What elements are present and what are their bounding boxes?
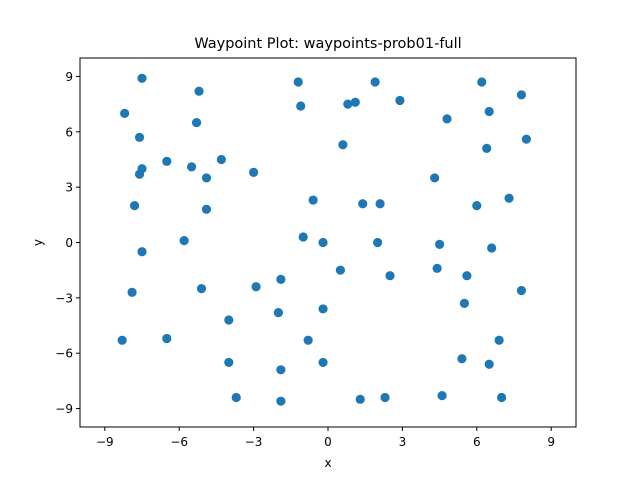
waypoint-marker bbox=[127, 287, 137, 297]
waypoint-marker bbox=[516, 285, 527, 296]
waypoint-marker bbox=[134, 132, 145, 142]
waypoint-marker bbox=[370, 77, 380, 87]
waypoint-marker bbox=[194, 86, 204, 96]
y-tick-label: −6 bbox=[55, 347, 73, 361]
waypoint-marker bbox=[487, 243, 497, 253]
waypoint-marker bbox=[216, 154, 226, 165]
waypoint-marker bbox=[117, 335, 127, 345]
waypoint-marker bbox=[373, 237, 383, 248]
waypoint-marker bbox=[196, 284, 207, 294]
waypoint-marker bbox=[521, 134, 532, 144]
waypoint-marker bbox=[137, 247, 147, 257]
waypoint-marker bbox=[516, 90, 527, 100]
x-tick-label: −9 bbox=[96, 435, 114, 449]
waypoint-marker bbox=[494, 335, 504, 345]
waypoint-marker bbox=[224, 357, 234, 368]
waypoint-marker bbox=[395, 95, 405, 106]
waypoint-marker bbox=[484, 106, 494, 117]
waypoint-marker bbox=[137, 73, 147, 83]
waypoint-marker bbox=[472, 201, 482, 211]
waypoint-marker bbox=[459, 298, 469, 308]
waypoint-marker bbox=[162, 333, 172, 344]
waypoint-marker bbox=[504, 193, 514, 203]
points-layer bbox=[117, 73, 532, 406]
waypoint-marker bbox=[249, 167, 259, 177]
waypoint-marker bbox=[273, 308, 283, 318]
x-tick-label: 0 bbox=[324, 435, 332, 449]
waypoint-marker bbox=[276, 396, 286, 406]
waypoint-marker bbox=[350, 97, 360, 107]
waypoint-marker bbox=[482, 143, 492, 154]
waypoint-marker bbox=[179, 236, 189, 246]
waypoint-marker bbox=[201, 204, 212, 214]
x-tick-label: −6 bbox=[170, 435, 188, 449]
waypoint-marker bbox=[303, 335, 313, 345]
waypoint-marker bbox=[437, 391, 447, 401]
waypoint-marker bbox=[358, 199, 368, 209]
y-tick-label: 9 bbox=[65, 70, 73, 84]
waypoint-marker bbox=[497, 392, 507, 403]
waypoint-marker bbox=[224, 315, 234, 325]
waypoint-marker bbox=[201, 173, 212, 183]
y-tick-label: 6 bbox=[65, 125, 73, 139]
waypoint-marker bbox=[435, 239, 445, 249]
waypoint-marker bbox=[134, 169, 145, 179]
x-tick-label: 3 bbox=[399, 435, 407, 449]
y-axis-label: y bbox=[31, 239, 45, 246]
waypoint-marker bbox=[296, 101, 306, 111]
waypoint-marker bbox=[318, 237, 328, 248]
waypoint-marker bbox=[338, 140, 348, 150]
x-axis-label: x bbox=[324, 456, 331, 470]
y-tick-label: −3 bbox=[55, 291, 73, 305]
waypoint-marker bbox=[162, 156, 172, 166]
waypoint-marker bbox=[276, 274, 286, 284]
waypoint-marker bbox=[375, 199, 385, 209]
waypoint-marker bbox=[355, 394, 365, 404]
waypoint-marker bbox=[276, 365, 286, 375]
waypoint-marker bbox=[129, 201, 140, 211]
chart-title: Waypoint Plot: waypoints-prob01-full bbox=[194, 36, 461, 52]
x-axis: −9 −6 −3 0 3 6 9 bbox=[96, 427, 555, 449]
x-tick-label: −3 bbox=[245, 435, 263, 449]
waypoint-marker bbox=[385, 271, 395, 281]
waypoint-marker bbox=[335, 265, 345, 275]
waypoint-marker bbox=[308, 195, 318, 205]
waypoint-marker bbox=[293, 77, 303, 87]
waypoint-marker bbox=[380, 392, 390, 403]
x-tick-label: 9 bbox=[547, 435, 555, 449]
waypoint-marker bbox=[231, 392, 241, 403]
waypoint-marker bbox=[343, 99, 353, 109]
waypoint-marker bbox=[298, 232, 308, 242]
waypoint-marker bbox=[430, 173, 440, 183]
y-axis: −9 −6 −3 0 3 6 9 bbox=[55, 70, 80, 416]
waypoint-marker bbox=[457, 354, 467, 364]
waypoint-marker bbox=[477, 77, 487, 87]
waypoint-marker bbox=[484, 359, 494, 369]
y-tick-label: 0 bbox=[65, 236, 73, 250]
waypoint-marker bbox=[191, 117, 202, 128]
y-tick-label: −9 bbox=[55, 402, 73, 416]
waypoint-marker bbox=[120, 108, 130, 118]
waypoint-marker bbox=[318, 304, 328, 314]
x-tick-label: 6 bbox=[473, 435, 481, 449]
waypoint-marker bbox=[251, 282, 261, 292]
waypoint-marker bbox=[462, 271, 472, 281]
waypoint-marker bbox=[432, 263, 442, 273]
y-tick-label: 3 bbox=[65, 181, 73, 195]
waypoint-marker bbox=[442, 114, 452, 124]
waypoint-marker bbox=[318, 357, 328, 368]
waypoint-marker bbox=[187, 162, 197, 172]
